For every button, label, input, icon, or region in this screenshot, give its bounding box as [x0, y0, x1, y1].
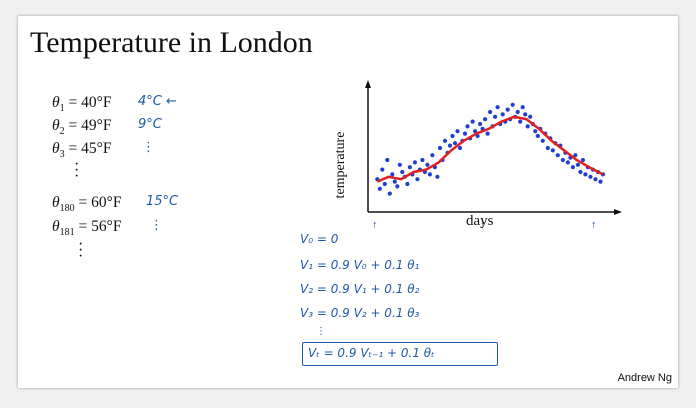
formula-v0: V₀ = 0	[300, 232, 339, 246]
data-point	[575, 162, 580, 167]
data-point	[380, 167, 385, 172]
formula-v2: V₂ = 0.9 V₁ + 0.1 θ₂	[300, 282, 420, 296]
data-point	[500, 112, 505, 117]
data-point	[598, 179, 603, 184]
data-point	[483, 117, 488, 122]
data-point	[405, 181, 410, 187]
data-point	[495, 105, 500, 110]
observation-181: θ181 = 56°F	[52, 218, 122, 239]
data-point	[462, 131, 468, 136]
data-point	[485, 131, 490, 136]
boxed-formula-frame	[302, 342, 498, 366]
y-axis-label: temperature	[333, 131, 348, 199]
data-point	[407, 165, 412, 170]
observation-180: θ180 = 60°F	[52, 194, 122, 215]
data-point	[447, 143, 453, 148]
data-point	[450, 133, 455, 139]
data-point	[452, 141, 458, 146]
data-point	[420, 157, 425, 163]
x-axis-label: days	[466, 213, 494, 229]
data-point	[470, 119, 475, 124]
data-point	[593, 177, 598, 182]
formula-vt: Vₜ = 0.9 Vₜ₋₁ + 0.1 θₜ	[308, 346, 435, 360]
data-point	[478, 121, 483, 127]
data-point	[550, 148, 555, 153]
slide-title: Temperature in London	[30, 26, 313, 59]
data-point	[457, 145, 463, 151]
data-point	[395, 184, 400, 189]
formula-vdots: ⋮	[316, 326, 326, 337]
scatter-points	[375, 102, 606, 196]
marker-end-arrow: ↑	[591, 219, 597, 230]
data-point	[570, 165, 575, 170]
data-point	[518, 119, 523, 124]
marker-start-arrow: ↑	[372, 219, 378, 230]
data-point	[427, 172, 432, 177]
observation-2-note: 9°C	[138, 117, 162, 132]
data-point	[533, 129, 538, 134]
data-point	[565, 160, 570, 165]
data-point	[390, 172, 395, 177]
data-point	[400, 169, 405, 175]
data-point	[382, 181, 387, 187]
data-point	[588, 174, 593, 179]
data-point	[510, 102, 515, 107]
temperature-chart: ↑ ↑ ↑	[365, 80, 622, 230]
data-point	[573, 153, 578, 158]
observation-180-note: 15°C	[146, 194, 179, 209]
data-point	[430, 153, 435, 158]
data-point	[545, 145, 550, 151]
data-point	[435, 174, 440, 179]
data-point	[412, 160, 417, 165]
data-point	[415, 177, 420, 182]
y-axis-arrow	[365, 80, 371, 88]
marker-mid-arrow: ↑	[480, 219, 486, 230]
data-point	[528, 114, 533, 119]
data-point	[580, 157, 585, 163]
data-point	[578, 169, 583, 175]
data-point	[560, 157, 565, 163]
data-point	[583, 172, 588, 177]
data-point	[515, 109, 520, 115]
observation-3-note: ⋮	[142, 140, 155, 155]
data-point	[465, 124, 470, 129]
observation-2: θ2 = 49°F	[52, 117, 112, 138]
data-point	[397, 162, 402, 167]
data-point	[425, 162, 430, 167]
chart-axes	[365, 80, 622, 215]
data-point	[535, 133, 540, 139]
data-point	[523, 112, 528, 117]
data-point	[437, 145, 443, 151]
vdots-2: · · ·	[78, 236, 84, 265]
data-point	[385, 157, 390, 163]
data-point	[540, 138, 545, 143]
data-point	[473, 129, 478, 134]
data-point	[387, 191, 392, 196]
moving-average-line	[376, 115, 604, 183]
data-point	[377, 186, 382, 191]
data-point	[392, 179, 397, 184]
data-point	[493, 114, 498, 119]
formula-v1: V₁ = 0.9 V₀ + 0.1 θ₁	[300, 258, 420, 272]
observation-1: θ1 = 40°F	[52, 94, 112, 115]
data-point	[455, 129, 460, 134]
observation-1-note: 4°C ←	[138, 94, 177, 109]
data-point	[555, 153, 560, 158]
data-point	[520, 105, 525, 110]
day-markers: ↑ ↑ ↑	[372, 219, 597, 230]
slide: Temperature in London θ1 = 40°F 4°C ← θ2…	[18, 16, 678, 388]
data-point	[442, 138, 448, 143]
data-point	[525, 124, 530, 129]
data-point	[505, 107, 510, 112]
observation-181-note: ⋮	[150, 218, 163, 233]
data-point	[475, 133, 480, 139]
data-point	[488, 109, 493, 115]
author-credit: Andrew Ng	[617, 372, 672, 384]
observation-3: θ3 = 45°F	[52, 140, 112, 161]
vdots-1: · · ·	[74, 156, 80, 185]
x-axis-arrow	[614, 209, 622, 215]
formula-v3: V₃ = 0.9 V₂ + 0.1 θ₃	[300, 306, 420, 320]
